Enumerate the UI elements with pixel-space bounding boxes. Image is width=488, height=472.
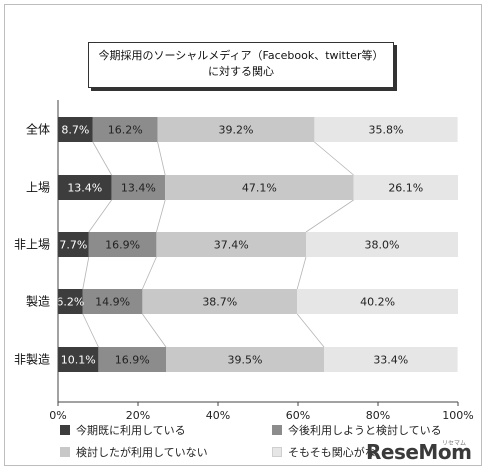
legend-swatch-3 [272,447,282,457]
bar-0-1 [92,117,158,142]
series-line-1-0 [88,199,112,233]
x-tick-label-3: 60% [286,409,310,422]
series-line-0-2 [314,141,354,176]
data-label-3-1: 14.9% [95,296,130,309]
legend-item-1: 今後利用しようと検討している [272,422,442,438]
bar-0-0 [58,117,93,142]
data-label-3-0: 6.2% [56,296,84,309]
series-line-0-1 [157,141,166,176]
bar-3-2 [142,289,298,314]
bar-0-3 [314,117,458,142]
legend-label-2: 検討したが利用していない [76,446,208,459]
bar-4-0 [58,347,99,372]
data-label-4-0: 10.1% [61,354,96,367]
x-tick-label-5: 100% [442,409,473,422]
legend-swatch-0 [60,425,70,435]
resemom-logo: ReseMom [366,440,472,464]
series-line-1-2 [305,199,354,233]
data-label-1-1: 13.4% [121,182,156,195]
data-label-1-3: 26.1% [388,182,423,195]
x-tick-label-2: 40% [206,409,230,422]
data-label-2-2: 37.4% [214,239,249,252]
legend-swatch-2 [60,447,70,457]
data-label-2-3: 38.0% [365,239,400,252]
chart-title: 今期採用のソーシャルメディア（Facebook、twitter等） に対する関心 [88,42,394,88]
series-line-2-0 [82,256,90,290]
data-label-3-3: 40.2% [360,296,395,309]
legend-label-0: 今期既に利用している [76,424,186,437]
series-line-3-1 [142,313,167,348]
bar-4-2 [166,347,324,372]
data-label-2-0: 7.7% [59,239,87,252]
category-label-2: 非上場 [14,238,50,252]
bar-1-0 [58,175,112,200]
category-label-4: 非製造 [14,353,50,367]
series-line-0-0 [92,141,112,176]
series-line-3-0 [82,313,99,348]
series-line-2-2 [296,256,307,290]
data-label-4-2: 39.5% [228,354,263,367]
series-line-2-1 [142,256,157,290]
series-line-1-1 [156,199,166,233]
chart-title-line1: 今期採用のソーシャルメディア（Facebook、twitter等） [98,49,384,62]
x-tick-label-0: 0% [49,409,66,422]
category-label-0: 全体 [26,122,50,137]
x-tick-label-1: 20% [126,409,150,422]
data-label-3-2: 38.7% [202,296,237,309]
legend-label-1: 今後利用しようと検討している [288,424,442,437]
bar-1-3 [353,175,458,200]
resemom-logo-sub: リセマム [442,440,467,447]
legend-item-2: 検討したが利用していない [60,444,208,460]
data-label-0-2: 39.2% [219,124,254,137]
chart-title-line2: に対する関心 [208,65,274,78]
bar-2-2 [156,232,306,257]
data-label-4-3: 33.4% [373,354,408,367]
data-label-0-0: 8.7% [61,124,89,137]
chart-frame [4,4,482,466]
legend-item-0: 今期既に利用している [60,422,186,438]
x-tick-label-4: 80% [366,409,390,422]
data-label-1-0: 13.4% [67,182,102,195]
bar-2-0 [58,232,89,257]
legend-item-3: そもそも関心がな [272,444,376,460]
category-label-1: 上場 [26,181,50,195]
bar-3-3 [297,289,458,314]
category-label-3: 製造 [26,295,50,309]
bar-1-2 [165,175,354,200]
data-label-0-3: 35.8% [369,124,404,137]
legend-label-3: そもそも関心がな [288,446,376,459]
data-label-2-1: 16.9% [105,239,140,252]
data-label-0-1: 16.2% [108,124,143,137]
bar-3-0 [58,289,83,314]
bar-4-1 [98,347,166,372]
series-line-3-2 [296,313,325,348]
legend-swatch-1 [272,425,282,435]
bar-3-1 [82,289,143,314]
data-label-1-2: 47.1% [242,182,277,195]
bar-2-3 [306,232,458,257]
bar-4-3 [324,347,458,372]
data-label-4-1: 16.9% [115,354,150,367]
bar-2-1 [88,232,157,257]
bar-1-1 [111,175,166,200]
bar-0-2 [157,117,315,142]
